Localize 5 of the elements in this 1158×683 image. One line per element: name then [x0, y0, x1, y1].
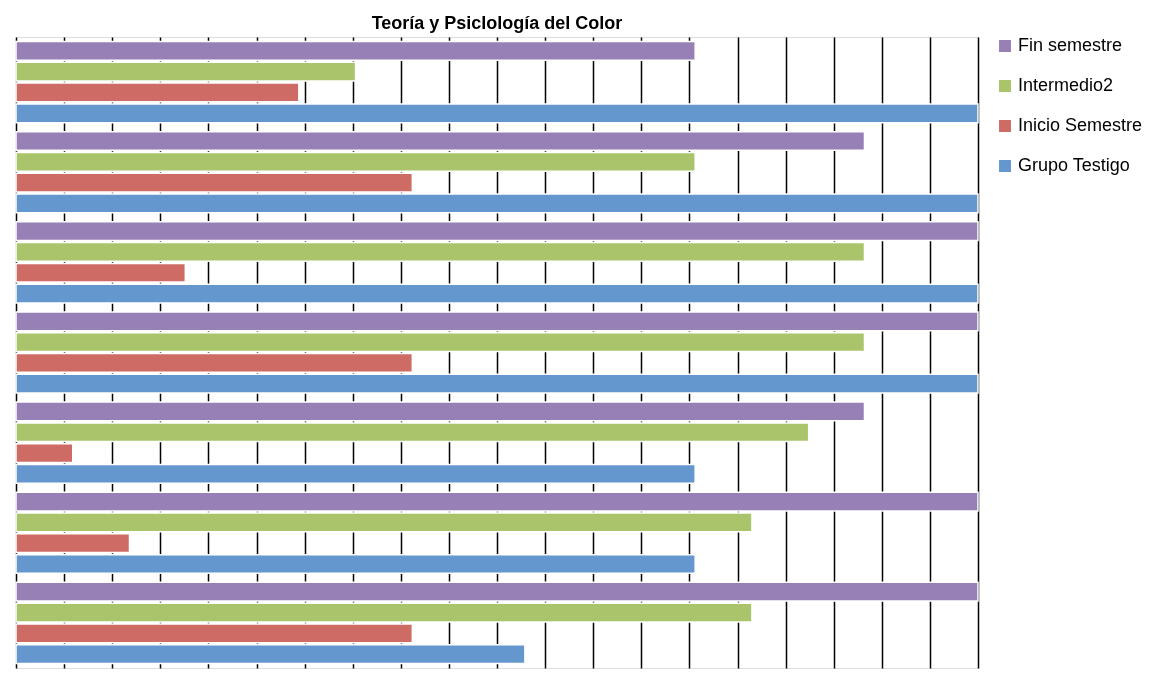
chart-title: Teoría y Psiclología del Color — [371, 13, 623, 33]
legend-label: Intermedio2 — [1018, 75, 1114, 95]
legend-label: Fin semestre — [1018, 35, 1123, 55]
legend-label: Grupo Testigo — [1018, 155, 1130, 175]
legend-label: Inicio Semestre — [1018, 115, 1143, 135]
